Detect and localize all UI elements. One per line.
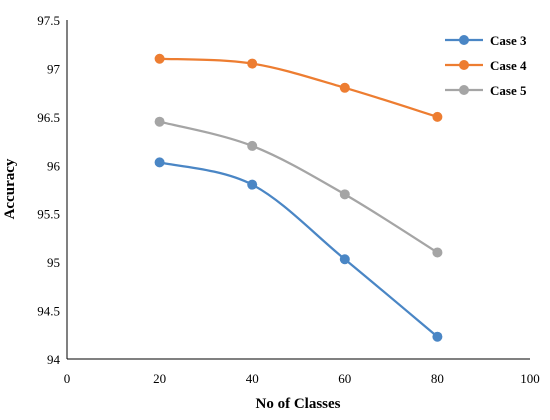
data-point (247, 58, 258, 69)
y-tick-label: 96 (47, 158, 61, 173)
series-line (159, 120, 438, 254)
data-point (154, 116, 165, 127)
y-tick-label: 94.5 (37, 304, 60, 319)
y-tick-label: 96.5 (37, 110, 60, 125)
data-point (339, 82, 350, 93)
data-point (154, 157, 165, 168)
data-point (247, 179, 258, 190)
y-tick-label: 97.5 (37, 13, 60, 28)
y-tick-labels: 94 94.5 95 95.5 96 96.5 97 97.5 (37, 13, 60, 367)
y-axis-title: Accuracy (2, 158, 18, 219)
legend-item: Case 4 (445, 58, 527, 73)
x-tick-label: 100 (520, 371, 540, 386)
x-tick-label: 60 (338, 371, 351, 386)
data-point (432, 247, 443, 258)
data-point (247, 140, 258, 151)
x-tick-label: 0 (64, 371, 71, 386)
legend-label: Case 5 (490, 83, 527, 98)
legend-swatch-marker (459, 85, 469, 95)
data-point (339, 254, 350, 265)
legend-item: Case 5 (445, 83, 527, 98)
data-point (339, 189, 350, 200)
x-tick-label: 40 (246, 371, 259, 386)
legend-item: Case 3 (445, 33, 527, 48)
data-point (432, 111, 443, 122)
x-tick-label: 80 (431, 371, 444, 386)
series-case-5 (154, 116, 443, 258)
x-axis-title: No of Classes (256, 396, 341, 412)
series-line (159, 161, 439, 338)
legend: Case 3 Case 4 Case 5 (445, 33, 527, 98)
series-case-3 (154, 157, 443, 342)
x-tick-label: 20 (153, 371, 166, 386)
y-tick-label: 95.5 (37, 207, 60, 222)
data-point (154, 53, 165, 64)
legend-swatch-marker (459, 35, 469, 45)
data-point (432, 331, 443, 342)
x-tick-labels: 0 20 40 60 80 100 (64, 371, 540, 386)
series-layer (154, 53, 443, 342)
y-tick-label: 97 (47, 61, 61, 76)
legend-label: Case 4 (490, 58, 527, 73)
series-case-4 (154, 53, 443, 122)
y-tick-label: 95 (47, 255, 60, 270)
y-tick-label: 94 (47, 352, 61, 367)
legend-swatch-marker (459, 60, 469, 70)
legend-label: Case 3 (490, 33, 527, 48)
series-line (159, 57, 438, 118)
